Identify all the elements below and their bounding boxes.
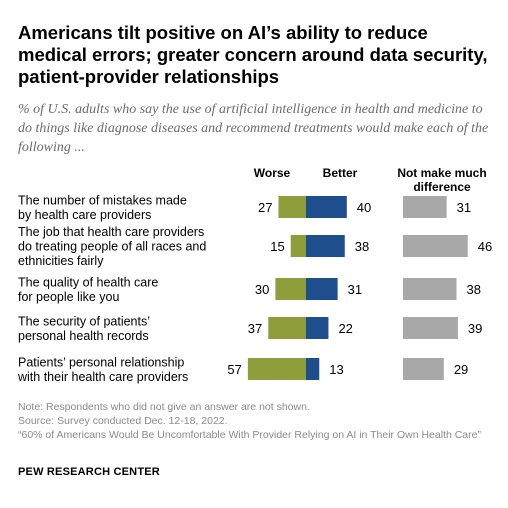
source-text: Source: Survey conducted Dec. 12-18, 202…: [18, 415, 228, 427]
bar-no-difference: [403, 235, 468, 257]
value-label-better: 38: [355, 239, 369, 254]
value-label-no-difference: 46: [478, 239, 492, 254]
category-label: The quality of health care: [18, 275, 158, 289]
chart-title: Americans tilt positive on AI’s ability …: [18, 22, 488, 87]
note-text: Note: Respondents who did not give an an…: [18, 401, 310, 413]
series-header-better: Better: [323, 166, 358, 180]
organization-name: PEW RESEARCH CENTER: [18, 466, 160, 478]
chart-row: The security of patients’personal health…: [18, 314, 482, 343]
bar-worse: [275, 278, 306, 300]
value-label-worse: 57: [227, 362, 241, 377]
category-label: for people like you: [18, 290, 120, 304]
category-label: by health care providers: [18, 208, 151, 222]
bar-better: [306, 358, 320, 380]
category-label: The security of patients’: [18, 314, 150, 328]
category-label: The number of mistakes made: [18, 193, 187, 207]
value-label-no-difference: 38: [466, 282, 480, 297]
series-header-not-make-much-difference: Not make much: [397, 166, 486, 180]
category-label: with their health care providers: [17, 370, 188, 384]
value-label-better: 13: [329, 362, 343, 377]
value-label-no-difference: 39: [468, 321, 482, 336]
value-label-worse: 15: [270, 239, 284, 254]
category-label: personal health records: [18, 329, 149, 343]
series-header-not-make-much-difference: difference: [413, 180, 471, 194]
bar-worse: [247, 358, 306, 380]
bar-better: [306, 235, 345, 257]
value-label-no-difference: 31: [457, 200, 471, 215]
category-label: ethnicities fairly: [18, 254, 104, 268]
bar-no-difference: [403, 278, 457, 300]
category-label: Patients’ personal relationship: [18, 355, 184, 369]
value-label-better: 40: [357, 200, 371, 215]
bar-no-difference: [403, 317, 458, 339]
bar-better: [306, 278, 338, 300]
category-label: do treating people of all races and: [18, 240, 206, 254]
value-label-better: 22: [338, 321, 352, 336]
bar-better: [306, 317, 329, 339]
value-label-worse: 37: [248, 321, 262, 336]
series-header-worse: Worse: [254, 166, 291, 180]
report-title: “60% of Americans Would Be Uncomfortable…: [18, 429, 481, 441]
bar-worse: [278, 196, 306, 218]
value-label-worse: 27: [258, 200, 272, 215]
value-label-worse: 30: [255, 282, 269, 297]
chart-subtitle: % of U.S. adults who say the use of arti…: [18, 102, 489, 155]
bar-worse: [290, 235, 306, 257]
value-label-better: 31: [348, 282, 362, 297]
value-label-no-difference: 29: [454, 362, 468, 377]
bar-worse: [268, 317, 306, 339]
bar-better: [306, 196, 347, 218]
category-label: The job that health care providers: [18, 225, 204, 239]
chart-notes: Note: Respondents who did not give an an…: [18, 400, 496, 442]
bar-no-difference: [403, 196, 447, 218]
bar-no-difference: [403, 358, 444, 380]
